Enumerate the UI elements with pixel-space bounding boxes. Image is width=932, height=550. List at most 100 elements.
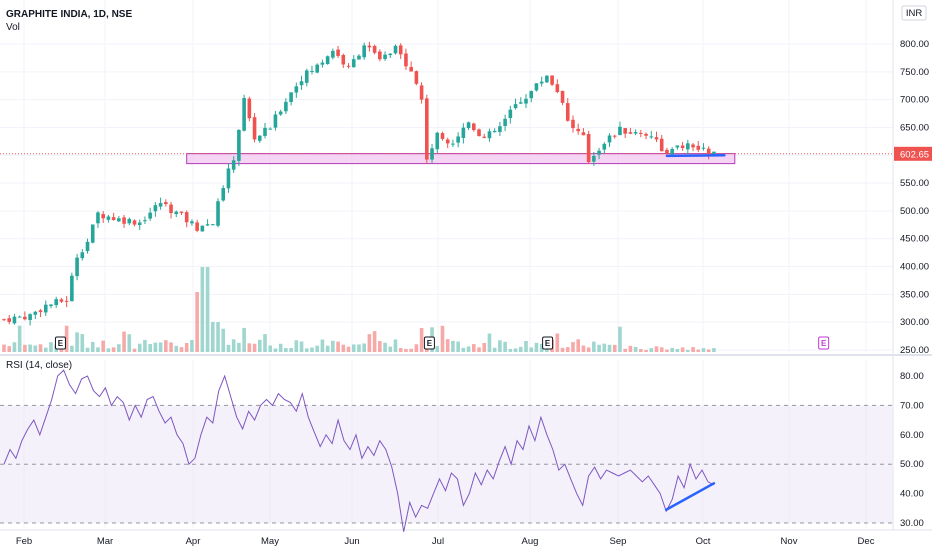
last-price-label: 602.65 [900, 149, 929, 160]
candle-body [628, 132, 633, 134]
candle-body [117, 218, 121, 222]
time-tick-label: Oct [696, 536, 711, 547]
volume-bar [586, 347, 591, 352]
last-price-badge [894, 146, 932, 161]
volume-bar [252, 343, 257, 352]
volume-bar [482, 342, 487, 352]
volume-bar [2, 344, 6, 352]
candle-body [278, 111, 283, 115]
volume-bar [686, 349, 690, 352]
volume-bar [659, 347, 664, 352]
volume-bar [331, 340, 335, 352]
candle-body [28, 314, 32, 320]
volume-bar [299, 341, 304, 352]
earnings-marker-box [818, 336, 830, 350]
volume-label: Vol [6, 22, 20, 33]
volume-bar [425, 348, 429, 352]
volume-bar [70, 345, 74, 352]
candle-body [80, 252, 85, 259]
time-tick-label: Sep [610, 536, 627, 547]
volume-bar [90, 341, 95, 352]
volume-bar [226, 344, 231, 352]
volume-bar [388, 346, 393, 352]
volume-bar [539, 343, 544, 352]
volume-bar [174, 345, 179, 352]
volume-bar [451, 340, 455, 352]
candle-body [477, 129, 481, 137]
rsi-tick-label: 30.00 [900, 518, 924, 529]
price-tick-label: 500.00 [900, 206, 929, 217]
candle-body [456, 136, 460, 143]
volume-bar [581, 345, 586, 352]
volume-bar [231, 339, 236, 352]
volume-bar [237, 342, 241, 352]
price-tick-label: 550.00 [900, 178, 929, 189]
volume-bar [461, 347, 466, 352]
volume-bar [12, 342, 17, 352]
candle-body [7, 318, 12, 322]
candle-body [691, 144, 695, 148]
volume-bar [200, 267, 205, 352]
volume-bar [127, 334, 132, 352]
volume-bar [435, 346, 440, 352]
chart-title: GRAPHITE INDIA, 1D, NSE [6, 9, 132, 20]
volume-bar [367, 334, 372, 352]
candle-body [508, 109, 513, 119]
candle-body [299, 81, 304, 86]
volume-bar [665, 349, 669, 352]
volume-bar [639, 349, 643, 352]
volume-bar [211, 322, 215, 352]
volume-bar [602, 343, 607, 352]
volume-bar [289, 348, 293, 352]
candle-body [383, 54, 387, 59]
candle-body [252, 117, 257, 140]
candle-body [503, 118, 507, 126]
candle-body [137, 222, 142, 225]
support-zone[interactable] [0, 153, 893, 165]
candle-body [435, 132, 440, 150]
support-zone-rect [186, 153, 736, 165]
volume-bar [179, 347, 184, 352]
earnings-marker[interactable]: E [542, 336, 554, 350]
candle-body [581, 132, 586, 136]
candle-body [54, 299, 58, 306]
volume-bar [137, 343, 142, 352]
candle-body [23, 316, 27, 320]
candle-body [701, 147, 706, 149]
volume-bar [712, 348, 716, 352]
candle-body [451, 143, 455, 145]
earnings-marker[interactable]: E [54, 336, 66, 350]
volume-bar [398, 348, 403, 352]
volume-bar [205, 267, 210, 352]
candle-body [174, 211, 179, 215]
candle-body [414, 71, 419, 84]
candle-body [623, 128, 627, 134]
candle-body [70, 275, 74, 302]
price-trendline[interactable] [665, 154, 726, 158]
volume-bar [148, 344, 152, 352]
volume-bar [644, 349, 648, 352]
candle-body [393, 45, 398, 54]
candle-body [158, 203, 163, 207]
candle-body [607, 135, 612, 143]
volume-bar [80, 334, 85, 352]
candle-body [633, 132, 638, 134]
candle-body [12, 316, 17, 324]
currency-badge[interactable] [901, 5, 927, 21]
candle-body [404, 53, 408, 67]
candle-body [169, 204, 173, 214]
earnings-marker[interactable]: E [423, 336, 435, 350]
candle-body [680, 145, 685, 148]
candle-body [498, 126, 502, 132]
volume-bar [534, 342, 539, 352]
candle-body [49, 304, 53, 307]
volume-bar [419, 328, 424, 352]
volume-bar [257, 339, 262, 352]
candle-body [153, 205, 158, 212]
earnings-marker[interactable]: E [818, 336, 830, 350]
volume-bar [64, 325, 69, 352]
candle-body [325, 56, 330, 64]
candle-body [75, 257, 79, 277]
